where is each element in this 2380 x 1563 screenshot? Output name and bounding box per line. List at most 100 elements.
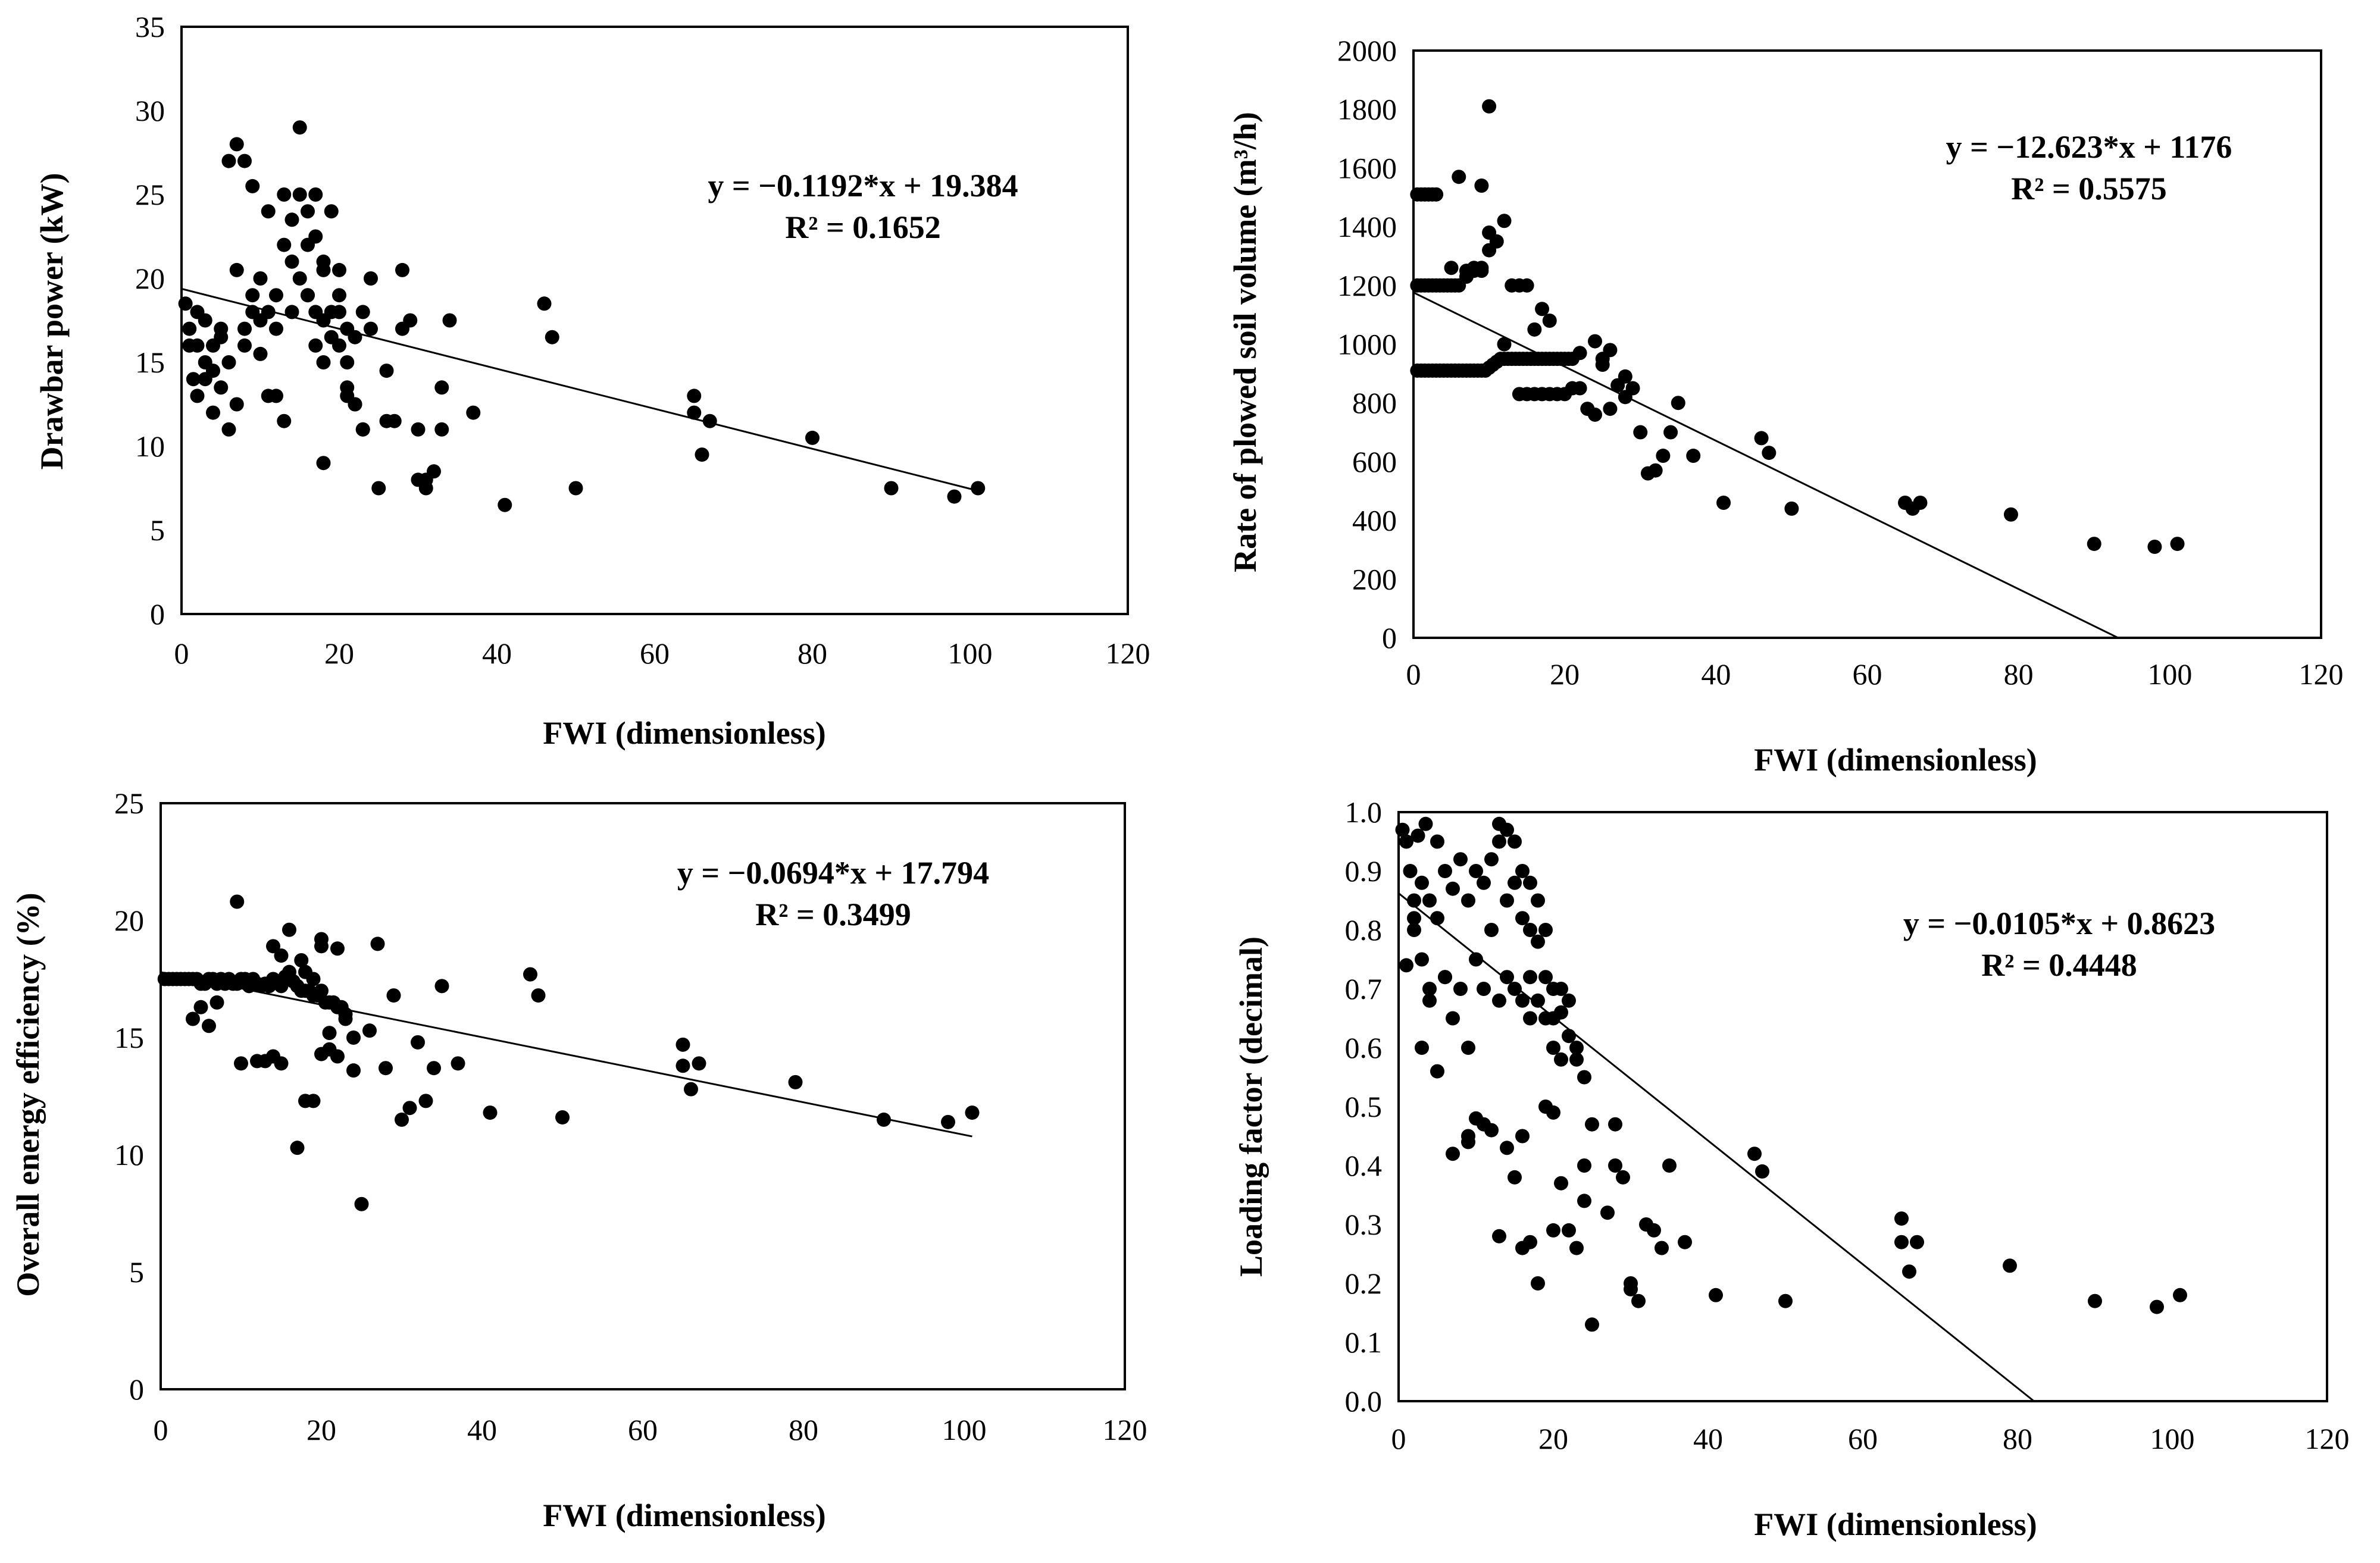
- data-point: [198, 372, 212, 387]
- data-point: [498, 497, 512, 512]
- x-tick-label: 20: [307, 1413, 336, 1446]
- data-point: [1438, 864, 1452, 878]
- x-tick-label: 100: [948, 637, 993, 670]
- data-point: [330, 1049, 345, 1064]
- r-squared-label: R² = 0.5575: [2011, 171, 2166, 206]
- data-point: [301, 204, 315, 219]
- data-point: [1624, 1282, 1638, 1296]
- data-point: [1477, 875, 1491, 890]
- data-point: [1531, 893, 1545, 908]
- data-point: [1569, 1041, 1584, 1055]
- data-point: [402, 1101, 417, 1116]
- data-point: [316, 355, 331, 369]
- data-point: [555, 1110, 570, 1125]
- data-point: [324, 204, 339, 219]
- x-tick-label: 80: [2004, 657, 2034, 691]
- data-point: [332, 305, 346, 320]
- data-point: [261, 305, 276, 320]
- plot-area: [1412, 49, 2322, 639]
- y-tick-label: 25: [114, 787, 144, 820]
- data-point: [379, 1061, 393, 1076]
- data-point: [209, 995, 224, 1010]
- data-point: [370, 936, 385, 951]
- data-point: [1515, 1129, 1530, 1144]
- data-point: [1535, 302, 1550, 317]
- data-point: [1492, 993, 1506, 1008]
- data-point: [292, 187, 307, 202]
- data-point: [418, 472, 433, 487]
- data-point: [1484, 923, 1499, 937]
- y-tick-label: 0.2: [1345, 1267, 1383, 1300]
- y-tick-label: 0.5: [1345, 1090, 1383, 1123]
- data-point: [1554, 1005, 1568, 1020]
- data-point: [1531, 1276, 1545, 1291]
- data-point: [292, 271, 307, 286]
- x-tick-label: 40: [1701, 657, 1731, 691]
- data-point: [1618, 369, 1632, 384]
- x-axis-label: FWI (dimensionless): [1754, 742, 2037, 778]
- data-point: [695, 447, 709, 462]
- y-tick-label: 600: [1352, 445, 1397, 478]
- data-point: [1531, 993, 1545, 1008]
- regression-equation: y = −0.1192*x + 19.384: [708, 168, 1018, 203]
- data-point: [687, 389, 702, 403]
- data-point: [1422, 982, 1437, 996]
- data-point: [1562, 1223, 1576, 1238]
- data-point: [1572, 346, 1587, 361]
- data-point: [971, 481, 986, 496]
- data-point: [1508, 1170, 1522, 1185]
- data-point: [1430, 834, 1444, 849]
- chart-panel-4: 0 20 40 60 80 100 120 0.0 0.1 0.2 0.3 0.4 0.5 0.6 0.7 0…: [1233, 795, 2350, 1542]
- data-point: [395, 262, 409, 277]
- data-point: [1531, 934, 1545, 949]
- data-point: [1395, 822, 1410, 837]
- plot-area: [1397, 811, 2328, 1402]
- data-point: [221, 422, 236, 437]
- y-tick-label: 200: [1352, 562, 1397, 596]
- data-point: [338, 1011, 353, 1026]
- data-point: [1474, 178, 1489, 193]
- data-point: [1492, 834, 1506, 849]
- data-point: [687, 405, 702, 420]
- data-point: [190, 389, 205, 403]
- data-point: [1709, 1288, 1723, 1302]
- data-point: [1430, 911, 1444, 926]
- data-point: [568, 481, 583, 496]
- data-point: [1572, 381, 1587, 396]
- data-point: [1663, 425, 1678, 440]
- data-point: [1453, 982, 1468, 996]
- data-point: [434, 422, 449, 437]
- x-tick-label: 40: [482, 637, 512, 670]
- y-tick-label: 2000: [1337, 34, 1397, 67]
- data-point: [269, 321, 283, 336]
- y-tick-label: 5: [129, 1255, 144, 1289]
- data-point: [1415, 875, 1429, 890]
- data-point: [1415, 1041, 1429, 1055]
- data-point: [1446, 1011, 1460, 1026]
- data-point: [348, 397, 362, 412]
- data-point: [1588, 407, 1602, 422]
- trend-line: [160, 971, 972, 1138]
- data-point: [193, 1000, 208, 1014]
- data-point: [451, 1056, 465, 1071]
- data-point: [206, 405, 220, 420]
- data-point: [379, 414, 394, 428]
- y-tick-label: 5: [150, 513, 165, 547]
- data-point: [434, 380, 449, 395]
- data-point: [237, 338, 252, 353]
- data-point: [1633, 425, 1648, 440]
- x-tick-label: 40: [467, 1413, 497, 1446]
- data-point: [2173, 1288, 2187, 1302]
- x-tick-label: 20: [1550, 657, 1580, 691]
- data-point: [395, 1112, 409, 1127]
- data-point: [274, 948, 289, 963]
- data-point: [314, 932, 329, 947]
- data-point: [1403, 864, 1418, 878]
- data-point: [1585, 1117, 1599, 1132]
- data-point: [1678, 1235, 1692, 1249]
- y-tick-label: 10: [135, 430, 165, 463]
- data-point: [1754, 431, 1769, 446]
- y-tick-label: 15: [114, 1021, 144, 1054]
- data-point: [1411, 828, 1425, 843]
- data-point: [1554, 982, 1568, 996]
